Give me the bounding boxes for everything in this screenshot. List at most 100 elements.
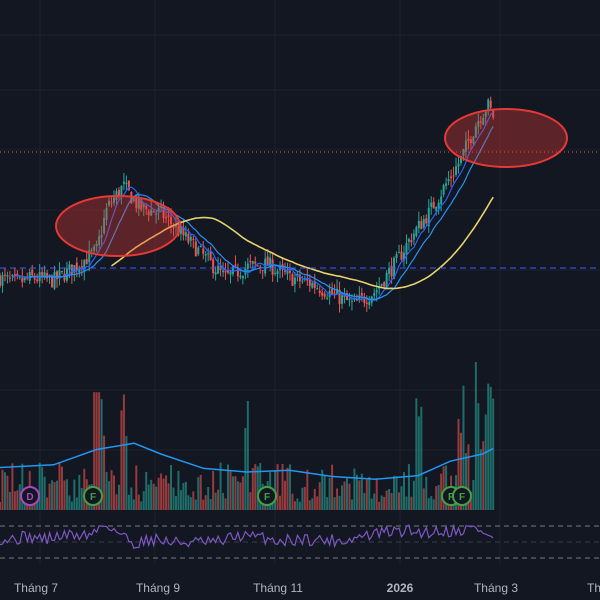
volume-bar-175 bbox=[432, 499, 435, 510]
candle-body-71 bbox=[174, 224, 177, 227]
volume-bar-150 bbox=[370, 498, 373, 510]
candle-body-172 bbox=[425, 218, 428, 224]
candle-body-155 bbox=[383, 282, 386, 287]
volume-bar-68 bbox=[167, 483, 170, 510]
candle-body-123 bbox=[303, 278, 306, 280]
candle-body-53 bbox=[130, 191, 133, 204]
candle-body-18 bbox=[43, 272, 46, 278]
candle-body-179 bbox=[442, 185, 445, 195]
candle-body-121 bbox=[298, 274, 301, 282]
rsi-line bbox=[0, 523, 494, 549]
volume-bar-124 bbox=[306, 469, 309, 510]
candle-body-131 bbox=[323, 293, 326, 297]
candle-body-195 bbox=[482, 117, 485, 125]
candle-body-83 bbox=[204, 254, 207, 256]
candle-body-136 bbox=[336, 288, 339, 295]
volume-bar-54 bbox=[132, 499, 135, 510]
volume-bar-156 bbox=[385, 490, 388, 510]
candle-body-126 bbox=[311, 282, 314, 288]
candle-body-183 bbox=[452, 175, 455, 177]
candle-body-5 bbox=[11, 275, 14, 277]
candle-body-13 bbox=[31, 269, 34, 276]
candle-body-184 bbox=[455, 166, 458, 176]
candle-body-134 bbox=[331, 288, 334, 294]
candle-body-70 bbox=[172, 226, 175, 229]
volume-bar-76 bbox=[187, 495, 190, 510]
volume-bar-132 bbox=[326, 497, 329, 510]
candle-body-127 bbox=[313, 282, 316, 288]
volume-bar-141 bbox=[348, 483, 351, 510]
volume-bar-27 bbox=[65, 479, 68, 510]
volume-bar-69 bbox=[170, 465, 173, 510]
candle-body-43 bbox=[105, 207, 108, 221]
candle-body-35 bbox=[85, 259, 88, 265]
candle-body-129 bbox=[318, 290, 321, 294]
candle-body-4 bbox=[8, 277, 11, 279]
volume-bar-105 bbox=[259, 463, 262, 510]
ma-long-line bbox=[111, 196, 494, 290]
volume-bar-93 bbox=[229, 471, 232, 510]
event-marker-financial-2 bbox=[257, 486, 277, 506]
candle-body-194 bbox=[479, 121, 482, 123]
candle-body-167 bbox=[412, 233, 415, 240]
volume-bar-176 bbox=[435, 486, 438, 510]
volume-bar-101 bbox=[249, 492, 252, 510]
volume-bar-136 bbox=[336, 488, 339, 510]
candle-body-171 bbox=[422, 219, 425, 228]
candle-body-26 bbox=[63, 273, 66, 281]
volume-bar-116 bbox=[286, 467, 289, 510]
volume-bar-138 bbox=[341, 485, 344, 510]
candle-body-166 bbox=[410, 239, 413, 243]
volume-bar-21 bbox=[51, 480, 54, 510]
volume-bar-178 bbox=[440, 473, 443, 510]
candle-body-140 bbox=[345, 293, 348, 301]
volume-bar-67 bbox=[165, 475, 168, 510]
candle-body-44 bbox=[108, 200, 111, 206]
volume-bar-89 bbox=[219, 462, 222, 510]
volume-bar-77 bbox=[189, 497, 192, 510]
candle-body-56 bbox=[137, 198, 140, 209]
candle-body-93 bbox=[229, 271, 232, 275]
event-marker-label-3: F bbox=[448, 492, 454, 503]
candle-body-101 bbox=[249, 261, 252, 263]
volume-bar-42 bbox=[103, 435, 106, 510]
volume-bar-16 bbox=[38, 462, 41, 510]
volume-bar-172 bbox=[425, 476, 428, 510]
volume-bar-113 bbox=[279, 495, 282, 510]
candle-body-185 bbox=[457, 163, 460, 167]
volume-bar-112 bbox=[276, 464, 279, 510]
candle-body-74 bbox=[182, 226, 185, 236]
candle-body-9 bbox=[21, 277, 24, 283]
event-marker-label-1: F bbox=[90, 492, 96, 503]
candle-body-193 bbox=[477, 121, 480, 127]
candle-body-40 bbox=[98, 236, 101, 245]
volume-bar-123 bbox=[303, 486, 306, 510]
candle-body-59 bbox=[145, 205, 148, 210]
volume-bar-58 bbox=[142, 491, 145, 510]
event-marker-financial-4 bbox=[452, 486, 472, 506]
candle-body-108 bbox=[266, 256, 269, 266]
volume-bar-137 bbox=[338, 495, 341, 510]
volume-bar-2 bbox=[3, 472, 6, 510]
volume-bar-173 bbox=[427, 498, 430, 510]
candle-body-38 bbox=[93, 246, 96, 251]
volume-bar-179 bbox=[442, 466, 445, 510]
candle-body-55 bbox=[135, 197, 138, 209]
volume-bar-83 bbox=[204, 495, 207, 510]
candle-body-12 bbox=[28, 271, 31, 281]
candle-body-142 bbox=[350, 300, 353, 302]
volume-bar-151 bbox=[373, 493, 376, 510]
candle-body-46 bbox=[113, 197, 116, 203]
candle-body-122 bbox=[301, 280, 304, 282]
candle-body-100 bbox=[246, 263, 249, 269]
candle-body-50 bbox=[122, 181, 125, 184]
volume-bar-78 bbox=[192, 491, 195, 510]
x-axis-label-3: 2026 bbox=[387, 581, 414, 595]
volume-bar-165 bbox=[407, 464, 410, 510]
volume-bar-73 bbox=[179, 490, 182, 510]
candle-body-130 bbox=[321, 292, 324, 296]
volume-bar-149 bbox=[368, 476, 371, 510]
volume-bar-92 bbox=[227, 464, 230, 510]
